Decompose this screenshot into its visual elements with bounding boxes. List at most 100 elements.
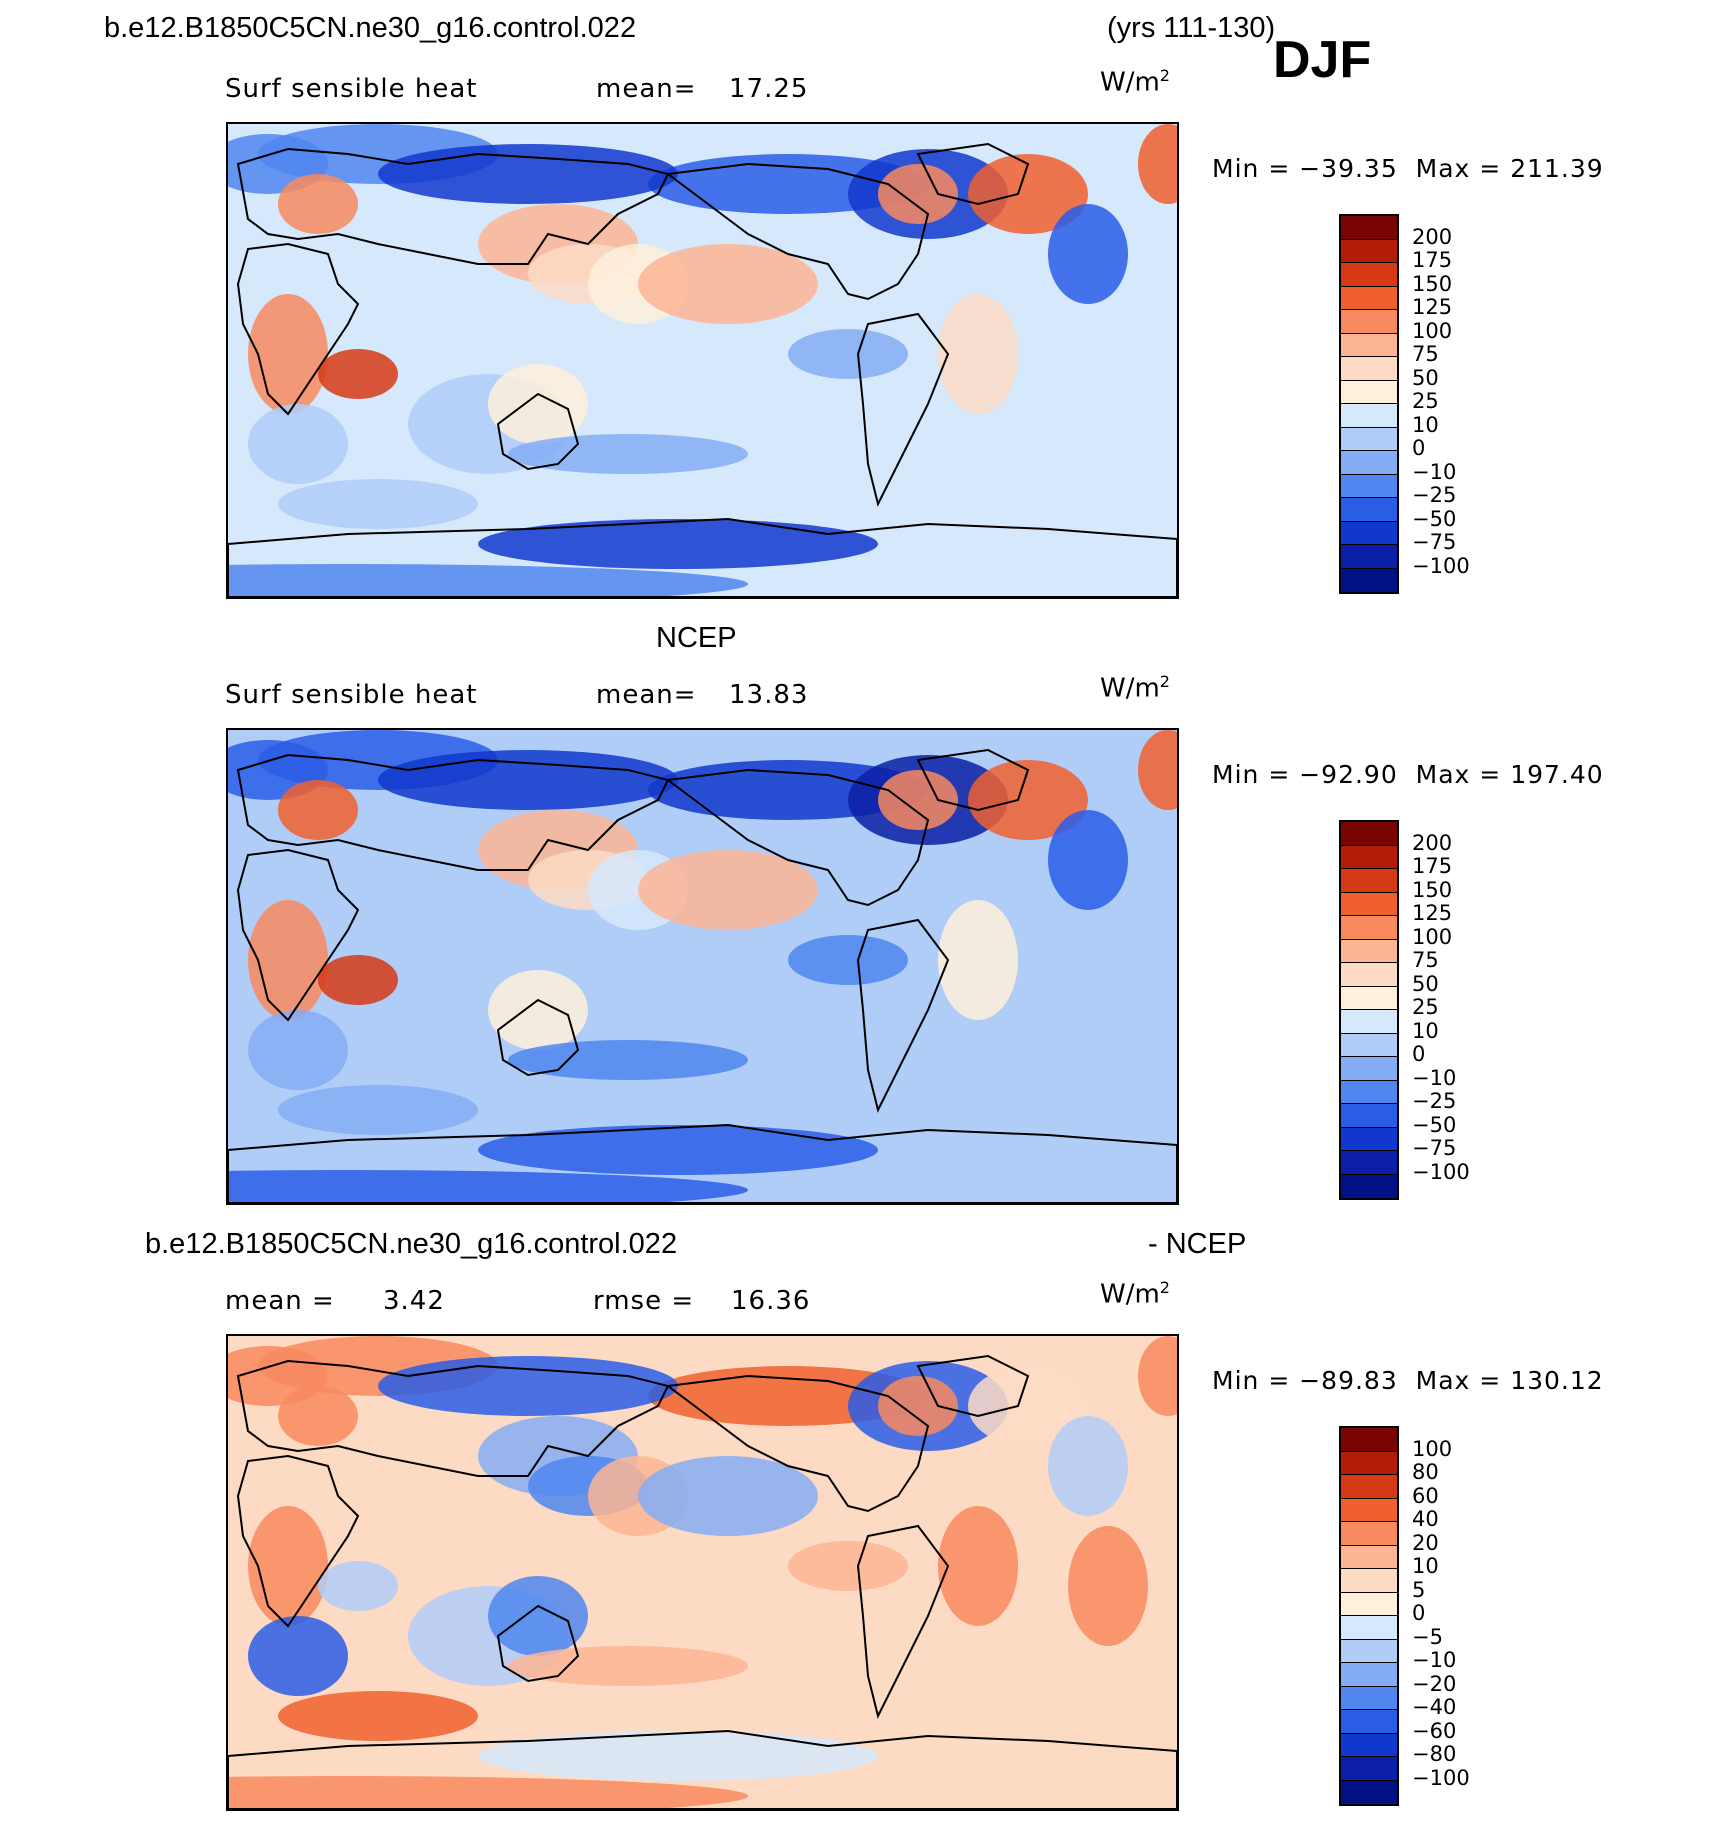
panel-mean-value: 13.83: [729, 680, 809, 710]
field-contour-region: [1048, 204, 1128, 304]
colorbar-tick-label: 5: [1412, 1577, 1426, 1602]
panel-mean-value: 3.42: [383, 1286, 445, 1316]
field-contour-region: [478, 1125, 878, 1175]
colorbar-tick-label: 150: [1412, 271, 1453, 296]
coastline: [496, 998, 580, 1077]
field-contour-region: [488, 364, 588, 444]
coastline: [228, 1729, 1177, 1809]
colorbar-tick-label: 80: [1412, 1460, 1439, 1484]
field-contour-region: [1068, 1526, 1148, 1646]
case-name: b.e12.B1850C5CN.ne30_g16.control.022: [104, 12, 637, 44]
colorbar-swatch: [1341, 545, 1397, 569]
field-contour-region: [378, 1356, 678, 1416]
coastline: [856, 918, 950, 1113]
field-contour-region: [638, 850, 818, 930]
field-contour-region: [488, 970, 588, 1050]
coastline: [236, 147, 670, 265]
colorbar-tick-label: 20: [1412, 1530, 1439, 1555]
colorbar-swatch: [1341, 986, 1397, 1010]
coastline: [916, 1354, 1030, 1418]
field-contour-region: [968, 760, 1088, 840]
colorbar-swatch: [1341, 1686, 1397, 1710]
colorbar-swatch: [1341, 263, 1397, 287]
coastline: [665, 162, 930, 301]
colorbar-swatch: [1341, 1127, 1397, 1151]
colorbar-swatch: [1341, 1151, 1397, 1175]
colorbar: [1339, 214, 1399, 594]
colorbar-swatch: [1341, 498, 1397, 522]
panel-rmse-value: 16.36: [731, 1286, 811, 1316]
colorbar-tick-label: 75: [1412, 342, 1439, 366]
field-contour-region: [638, 1456, 818, 1536]
coastline: [856, 1524, 950, 1719]
coastline: [916, 748, 1030, 812]
years-range: (yrs 111-130): [1107, 12, 1276, 44]
field-contour-region: [508, 1646, 748, 1686]
colorbar-swatch: [1341, 1428, 1397, 1452]
colorbar-swatch: [1341, 451, 1397, 475]
colorbar-swatch: [1341, 1522, 1397, 1546]
map-panel-diff: [226, 1334, 1179, 1811]
coastline: [665, 1374, 930, 1513]
field-contour-region: [278, 780, 358, 840]
colorbar-tick-label: 125: [1412, 901, 1453, 925]
colorbar-swatch: [1341, 1010, 1397, 1034]
colorbar-tick-label: −75: [1412, 1136, 1457, 1160]
colorbar-swatch: [1341, 1757, 1397, 1781]
panel-title-suffix: - NCEP: [1148, 1228, 1247, 1260]
colorbar-tick-label: −60: [1412, 1718, 1457, 1743]
panel-minmax: Min = −39.35 Max = 211.39: [1212, 154, 1604, 183]
coastline: [236, 1454, 360, 1628]
field-contour-region: [478, 1731, 878, 1781]
field-contour-region: [938, 1506, 1018, 1626]
field-contour-region: [508, 434, 748, 474]
colorbar-tick-label: −5: [1412, 1624, 1443, 1649]
colorbar-tick-label: −100: [1412, 1159, 1470, 1184]
coastline: [856, 312, 950, 507]
field-contour-region: [788, 1541, 908, 1591]
field-contour-region: [788, 935, 908, 985]
coastline: [228, 517, 1177, 597]
colorbar-swatch: [1341, 1475, 1397, 1499]
colorbar-swatch: [1341, 963, 1397, 987]
colorbar-swatch: [1341, 404, 1397, 428]
field-contour-region: [1068, 920, 1148, 1040]
field-contour-region: [488, 1576, 588, 1656]
colorbar-swatch: [1341, 1174, 1397, 1198]
coastline: [496, 1604, 580, 1683]
colorbar-tick-label: −80: [1412, 1742, 1457, 1766]
colorbar-tick-label: 200: [1412, 830, 1453, 855]
colorbar-swatch: [1341, 845, 1397, 869]
coastline: [236, 753, 670, 871]
colorbar-tick-label: −10: [1412, 1648, 1457, 1672]
colorbar-swatch: [1341, 521, 1397, 545]
colorbar-swatch: [1341, 1663, 1397, 1687]
panel-variable: Surf sensible heat: [225, 680, 478, 710]
colorbar-tick-label: 175: [1412, 248, 1453, 272]
colorbar-tick-label: 100: [1412, 318, 1453, 343]
field-contour-region: [938, 294, 1018, 414]
colorbar-tick-label: 0: [1412, 436, 1426, 460]
field-contour-region: [1048, 810, 1128, 910]
colorbar-tick-label: −25: [1412, 483, 1457, 507]
colorbar-swatch: [1341, 474, 1397, 498]
field-contour-region: [968, 154, 1088, 234]
panel-units: W/m2: [1100, 66, 1170, 98]
colorbar-tick-label: 175: [1412, 854, 1453, 878]
colorbar-swatch: [1341, 427, 1397, 451]
field-contour-region: [278, 1691, 478, 1741]
colorbar-swatch: [1341, 1616, 1397, 1640]
panel-units: W/m2: [1100, 1278, 1170, 1310]
colorbar-tick-label: 50: [1412, 971, 1439, 996]
field-contour-region: [228, 1776, 748, 1809]
panel-rmse-label: rmse =: [593, 1286, 695, 1316]
colorbar: [1339, 820, 1399, 1200]
colorbar-tick-label: −75: [1412, 530, 1457, 554]
field-contour-region: [278, 1386, 358, 1446]
colorbar-tick-label: 25: [1412, 389, 1439, 413]
colorbar-swatch: [1341, 1104, 1397, 1128]
field-contour-region: [248, 900, 328, 1020]
field-contour-region: [1138, 1336, 1177, 1416]
colorbar-swatch: [1341, 1498, 1397, 1522]
colorbar: [1339, 1426, 1399, 1806]
